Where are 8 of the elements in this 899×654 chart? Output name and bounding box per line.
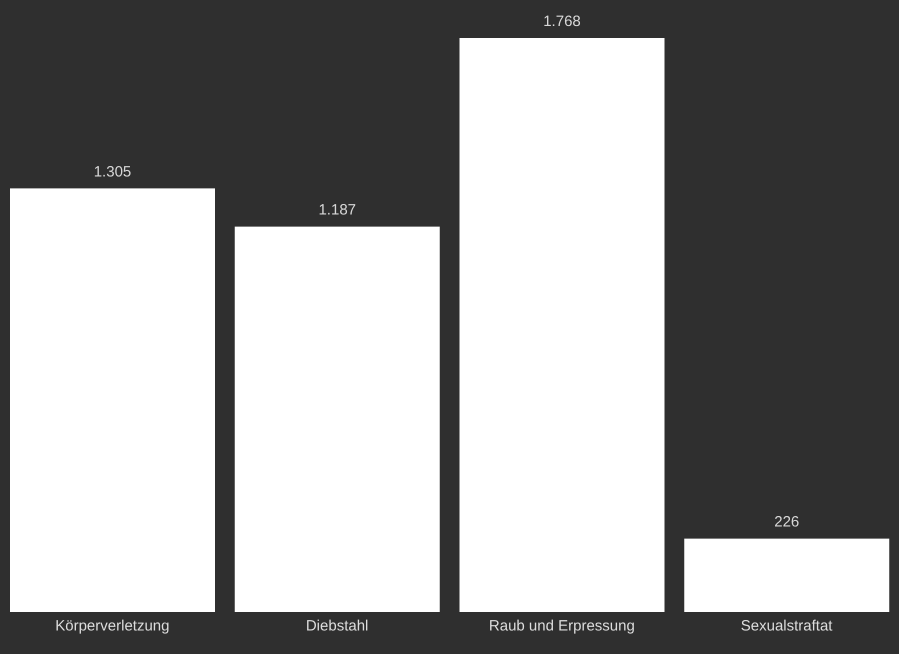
x-tick-label: Sexualstraftat <box>740 618 834 635</box>
data-label: 1.187 <box>318 202 356 219</box>
data-label: 226 <box>774 514 800 531</box>
x-tick-label: Raub und Erpressung <box>488 618 635 635</box>
x-tick-label: Diebstahl <box>306 618 368 635</box>
data-label: 1.305 <box>94 163 132 180</box>
x-tick-label: Körperverletzung <box>55 618 170 635</box>
data-label: 1.768 <box>543 13 581 30</box>
